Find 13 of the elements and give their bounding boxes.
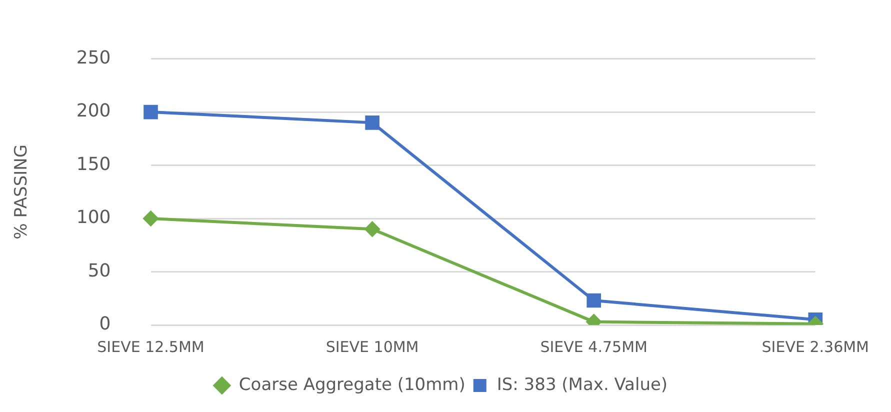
x-tick-label: SIEVE 10MM xyxy=(326,338,419,356)
y-tick-label: 100 xyxy=(76,207,111,228)
y-tick-label: 200 xyxy=(76,100,111,122)
y-tick-label: 50 xyxy=(88,260,111,282)
x-tick-label: SIEVE 4.75MM xyxy=(540,338,648,356)
y-tick-label: 0 xyxy=(99,314,111,335)
y-axis-title: % PASSING xyxy=(12,144,32,240)
legend-label: IS: 383 (Max. Value) xyxy=(496,374,668,395)
y-tick-label: 250 xyxy=(76,47,111,68)
x-tick-label: SIEVE 12.5MM xyxy=(97,338,204,356)
y-tick-label: 150 xyxy=(76,154,111,175)
legend-label: Coarse Aggregate (10mm) xyxy=(238,374,466,395)
x-tick-label: SIEVE 2.36MM xyxy=(762,338,870,356)
